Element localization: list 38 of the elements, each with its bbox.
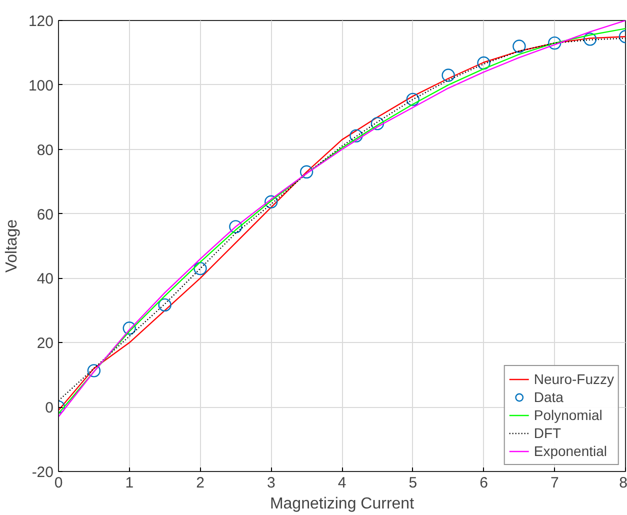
y-tick-label: 100 — [28, 77, 54, 94]
x-tick-label: 1 — [125, 474, 134, 492]
y-tick-label: 20 — [36, 335, 54, 352]
point — [512, 40, 526, 53]
x-tick-label: 4 — [338, 474, 346, 492]
legend-label: DFT — [534, 424, 562, 442]
point — [300, 165, 314, 178]
point — [477, 56, 490, 70]
point — [158, 298, 172, 312]
y-tick-label: -20 — [32, 464, 54, 481]
legend-label: Data — [534, 388, 564, 406]
y-axis-title: Voltage — [3, 219, 20, 273]
point — [583, 32, 597, 46]
legend-label: Polynomial — [534, 406, 602, 424]
point — [406, 92, 420, 106]
y-tick-label: 0 — [45, 400, 54, 417]
point — [194, 262, 207, 276]
x-axis-title: Magnetizing Current — [270, 496, 415, 512]
x-tick-label: 2 — [196, 474, 204, 492]
point — [122, 322, 136, 335]
point — [87, 364, 101, 378]
y-tick-label: 60 — [36, 206, 54, 224]
x-tick-label: 3 — [266, 474, 276, 492]
x-tick-label: 6 — [480, 474, 488, 492]
legend-label: Exponential — [534, 442, 608, 460]
x-tick-label: 8 — [619, 474, 627, 492]
y-tick-label: 120 — [28, 13, 54, 30]
y-tick-label: 80 — [36, 142, 54, 159]
y-tick-label: 40 — [36, 270, 54, 288]
x-tick-label: 5 — [408, 474, 418, 492]
point — [264, 195, 278, 208]
point — [370, 117, 384, 130]
point — [350, 129, 363, 142]
legend-label: Neuro-Fuzzy — [534, 370, 614, 388]
point — [548, 36, 562, 50]
point — [442, 68, 455, 82]
point — [229, 220, 242, 234]
x-tick-label: 7 — [550, 474, 559, 492]
